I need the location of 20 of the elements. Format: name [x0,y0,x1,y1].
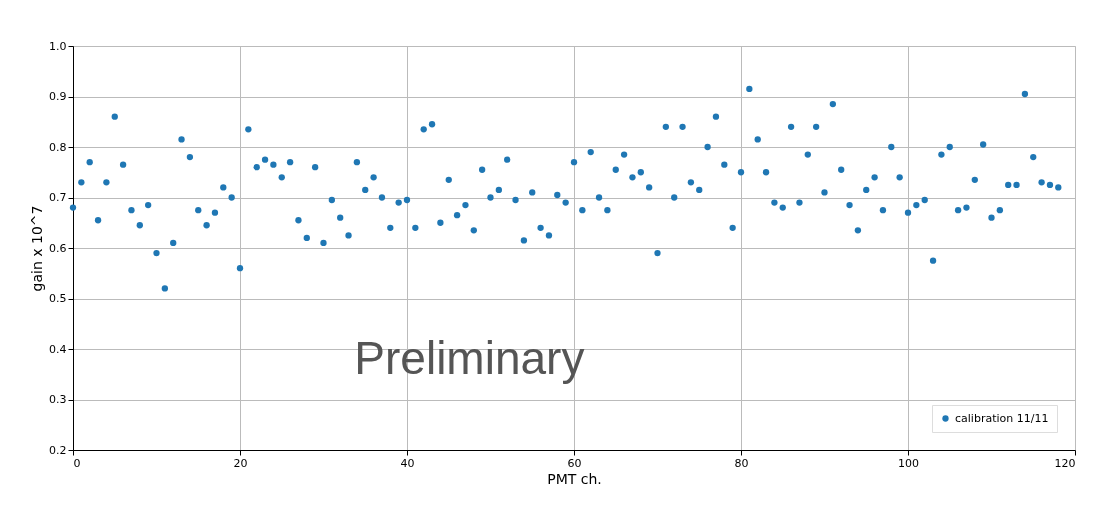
y-tick-label: 0.2 [49,443,67,457]
x-axis-title: PMT ch. [547,470,602,487]
y-tick-label: 0.4 [49,342,67,356]
y-tick-label: 0.6 [49,241,67,255]
x-tick-label: 40 [400,456,415,470]
annotation: Preliminary [354,331,585,384]
legend-label: calibration 11/11 [955,411,1049,425]
x-tick-label: 20 [233,456,248,470]
x-tick-label: 0 [73,456,81,470]
x-tick-label: 60 [567,456,582,470]
y-tick-label: 1.0 [49,39,67,53]
x-tick-label: 120 [1054,456,1076,470]
y-tick-label: 0.3 [49,393,67,406]
y-tick-label: 0.9 [49,90,67,103]
x-tick-label: 80 [734,456,749,470]
y-tick-label: 0.7 [49,191,67,204]
x-tick-label: 100 [898,456,919,470]
y-tick-label: 0.5 [49,292,67,305]
y-tick-label: 0.8 [49,140,67,154]
y-axis-title: gain x 10^7 [29,205,46,292]
